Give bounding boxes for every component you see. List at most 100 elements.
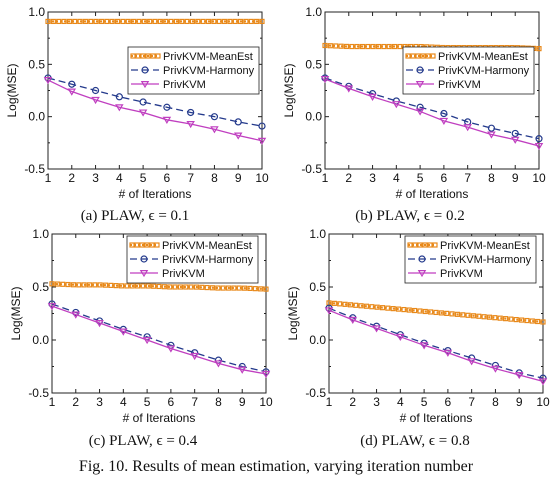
- series-point-meanest: [359, 43, 366, 50]
- legend: PrivKVM-MeanEst PrivKVM-Harmony PrivKVM: [404, 235, 537, 284]
- series-point-meanest: [120, 18, 126, 25]
- series-point-privkvm: [534, 142, 544, 151]
- series-point-meanest: [189, 18, 196, 25]
- x-tick-label: 1: [45, 171, 52, 185]
- legend-marker-meanest: [420, 53, 426, 59]
- y-tick-label: -0.5: [24, 162, 45, 176]
- series-point-meanest: [200, 18, 206, 25]
- x-tick-label: 5: [140, 171, 147, 185]
- x-tick-label: 7: [468, 395, 475, 409]
- legend-marker-privkvm: [415, 81, 425, 89]
- series-point-meanest: [163, 18, 169, 25]
- x-tick-label: 3: [373, 395, 380, 409]
- series-point-meanest: [183, 284, 189, 290]
- series-point-harmony: [487, 124, 496, 132]
- series-point-meanest: [338, 43, 344, 49]
- series-point-meanest: [438, 310, 444, 316]
- x-tick-label: 6: [164, 171, 171, 185]
- series-point-meanest: [433, 309, 439, 316]
- series-point-privkvm: [162, 116, 172, 124]
- series-point-meanest: [536, 46, 542, 52]
- legend-label-meanest: PrivKVM-MeanEst: [163, 51, 253, 63]
- series-point-meanest: [386, 43, 392, 50]
- series-point-meanest: [81, 282, 87, 288]
- series-point-privkvm: [415, 108, 425, 116]
- series-point-meanest: [97, 282, 103, 288]
- series-point-meanest: [151, 283, 157, 289]
- series-point-meanest: [247, 285, 253, 292]
- x-tick-label: 3: [96, 395, 103, 409]
- legend-marker-meanest: [430, 53, 436, 59]
- series-point-harmony: [258, 122, 266, 130]
- series-point-meanest: [102, 282, 109, 288]
- series-point-meanest: [173, 18, 179, 25]
- series-point-privkvm: [396, 333, 405, 341]
- legend-marker-meanest: [134, 242, 140, 248]
- series-point-meanest: [258, 286, 264, 292]
- x-tick-label: 8: [492, 395, 499, 409]
- x-tick-label: 5: [417, 171, 424, 185]
- series-point-privkvm: [237, 366, 247, 374]
- x-tick-label: 10: [536, 395, 550, 409]
- series-point-privkvm: [71, 311, 81, 319]
- series-point-meanest: [428, 309, 434, 315]
- series-point-meanest: [395, 306, 402, 312]
- series-point-meanest: [135, 283, 141, 289]
- y-tick-label: -0.5: [301, 162, 322, 176]
- y-tick-label: 0.5: [305, 57, 322, 71]
- legend-label-privkvm: PrivKVM: [162, 268, 205, 280]
- series-point-meanest: [354, 43, 360, 50]
- series-point-meanest: [374, 304, 380, 310]
- series-point-meanest: [343, 43, 349, 50]
- legend: PrivKVM-MeanEst PrivKVM-Harmony PrivKVM: [126, 235, 259, 284]
- x-tick-label: 5: [144, 395, 151, 409]
- series-point-privkvm: [368, 93, 377, 101]
- series-point-privkvm: [344, 85, 354, 93]
- x-tick-label: 9: [512, 171, 519, 185]
- series-point-harmony: [139, 98, 147, 106]
- series-point-privkvm: [67, 88, 77, 96]
- legend-marker-privkvm: [417, 270, 427, 278]
- series-point-meanest: [486, 314, 493, 320]
- legend-marker-privkvm: [140, 81, 150, 89]
- x-tick-label: 6: [441, 171, 448, 185]
- legend-label-privkvm: PrivKVM: [440, 268, 483, 280]
- y-tick-label: 0.0: [305, 110, 322, 124]
- series-point-meanest: [322, 42, 328, 49]
- series-point-harmony: [234, 118, 242, 126]
- series-point-meanest: [215, 285, 221, 291]
- legend-label-meanest: PrivKVM-MeanEst: [440, 240, 530, 252]
- x-tick-label: 4: [393, 171, 400, 185]
- series-point-meanest: [113, 283, 119, 289]
- series-point-meanest: [147, 18, 153, 25]
- subcaption-c: (c) PLAW, ϵ = 0.4: [88, 433, 198, 449]
- series-point-privkvm: [91, 96, 100, 105]
- series-point-meanest: [92, 282, 98, 288]
- series-point-privkvm: [463, 124, 472, 132]
- series-point-meanest: [417, 308, 423, 314]
- series-point-meanest: [327, 43, 333, 49]
- series-point-meanest: [492, 315, 498, 321]
- series-point-meanest: [179, 18, 185, 25]
- series-point-meanest: [124, 283, 130, 289]
- series-point-privkvm: [190, 352, 199, 361]
- series-point-privkvm: [166, 345, 176, 353]
- legend-marker-meanest: [422, 242, 428, 248]
- y-tick-label: 0.5: [28, 57, 45, 71]
- series-point-meanest: [470, 313, 477, 319]
- legend-marker-meanest: [150, 53, 156, 59]
- series-point-meanest: [263, 286, 269, 292]
- x-tick-label: 8: [211, 171, 218, 185]
- series-point-meanest: [145, 283, 151, 289]
- series-point-meanest: [76, 282, 82, 288]
- series-point-meanest: [502, 316, 509, 322]
- series-point-privkvm: [142, 337, 152, 345]
- series-line-harmony: [324, 77, 540, 140]
- legend-label-privkvm: PrivKVM: [438, 79, 481, 91]
- series-point-privkvm: [372, 325, 381, 333]
- series-point-meanest: [188, 284, 194, 290]
- series-point-meanest: [129, 283, 135, 289]
- series-point-meanest: [508, 316, 514, 322]
- legend-label-privkvm: PrivKVM: [163, 79, 206, 91]
